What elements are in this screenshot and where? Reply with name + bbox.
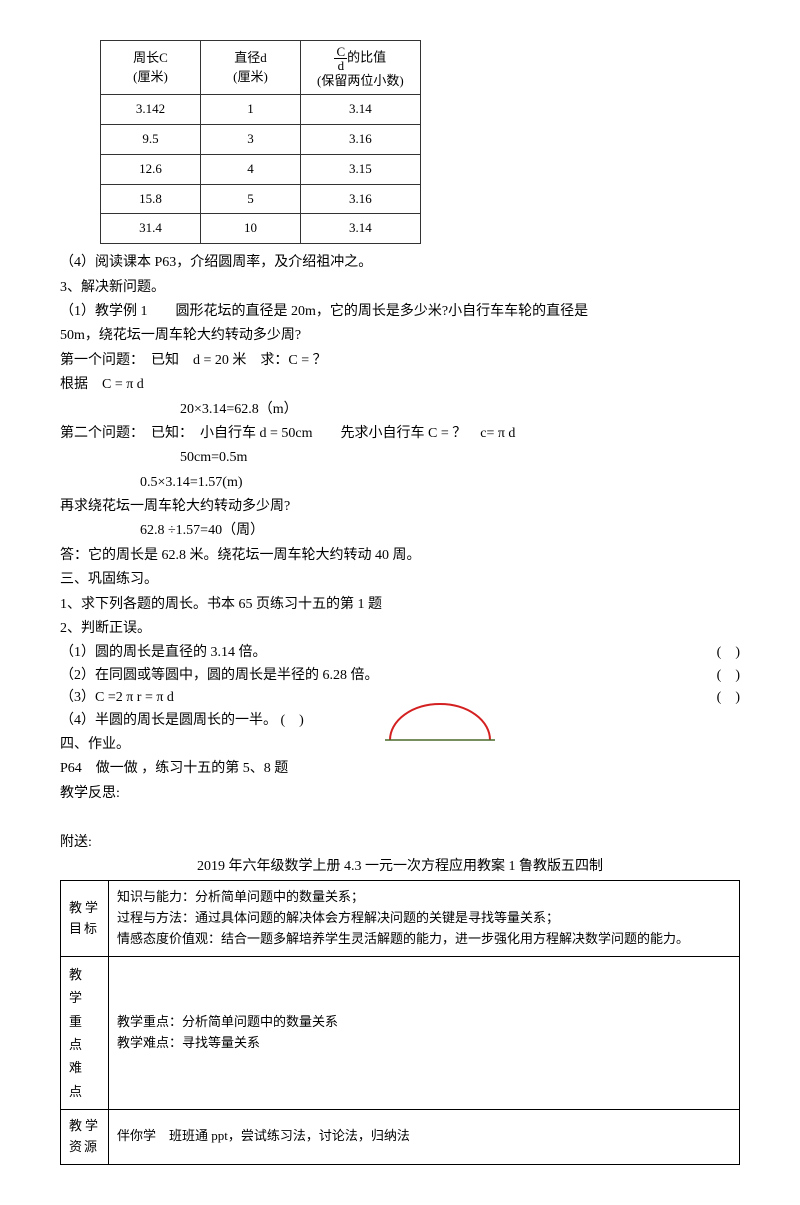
table-cell: 15.8 (101, 184, 201, 214)
outline-label: 教学目标 (61, 881, 109, 956)
table-cell: 3.14 (301, 95, 421, 125)
text-line: 答：它的周长是 62.8 米。绕花坛一周车轮大约转动 40 周。 (60, 545, 740, 567)
text-line: 50cm=0.5m (60, 447, 740, 469)
table-header-circumference: 周长C (厘米) (101, 41, 201, 95)
table-row: 3.14213.14 (101, 95, 421, 125)
attachment-title: 2019 年六年级数学上册 4.3 一元一次方程应用教案 1 鲁教版五四制 (60, 856, 740, 878)
judgment-item: （4）半圆的周长是圆周长的一半。 ( ) (60, 710, 304, 732)
table-cell: 10 (201, 214, 301, 244)
text-line: 1、求下列各题的周长。书本 65 页练习十五的第 1 题 (60, 594, 740, 616)
text-line: 附送: (60, 832, 740, 854)
lesson-outline-table: 教学目标 知识与能力：分析简单问题中的数量关系； 过程与方法：通过具体问题的解决… (60, 880, 740, 1164)
text-line: 20×3.14=62.8（m） (60, 399, 740, 421)
table-cell: 31.4 (101, 214, 201, 244)
table-row: 9.533.16 (101, 124, 421, 154)
table-cell: 12.6 (101, 154, 201, 184)
text-line: （4）阅读课本 P63，介绍圆周率，及介绍祖冲之。 (60, 252, 740, 274)
semicircle-icon (380, 702, 500, 762)
outline-content: 知识与能力：分析简单问题中的数量关系； 过程与方法：通过具体问题的解决体会方程解… (109, 881, 740, 956)
table-header-ratio: Cd的比值 (保留两位小数) (301, 41, 421, 95)
text-line: 0.5×3.14=1.57(m) (60, 472, 740, 494)
table-cell: 1 (201, 95, 301, 125)
judgment-item: （2）在同圆或等圆中，圆的周长是半径的 6.28 倍。( ) (60, 665, 740, 687)
text-line: 第二个问题： 已知： 小自行车 d = 50cm 先求小自行车 C = ？ c=… (60, 423, 740, 445)
table-row: 15.853.16 (101, 184, 421, 214)
table-cell: 3.14 (301, 214, 421, 244)
judgment-item: （1）圆的周长是直径的 3.14 倍。( ) (60, 642, 740, 664)
text-line: 再求绕花坛一周车轮大约转动多少周? (60, 496, 740, 518)
text-line: （1）教学例 1 圆形花坛的直径是 20m，它的周长是多少米?小自行车车轮的直径… (60, 301, 740, 323)
table-header-diameter: 直径d (厘米) (201, 41, 301, 95)
table-cell: 4 (201, 154, 301, 184)
text-line: 62.8 ÷1.57=40（周） (60, 520, 740, 542)
table-cell: 3.142 (101, 95, 201, 125)
table-cell: 3 (201, 124, 301, 154)
table-cell: 3.15 (301, 154, 421, 184)
table-row: 31.4103.14 (101, 214, 421, 244)
text-line: 教学反思: (60, 783, 740, 805)
outline-label: 教学资源 (61, 1110, 109, 1165)
measurement-table: 周长C (厘米) 直径d (厘米) Cd的比值 (保留两位小数) 3.14213… (100, 40, 421, 244)
table-row: 12.643.15 (101, 154, 421, 184)
table-cell: 3.16 (301, 124, 421, 154)
text-line: 3、解决新问题。 (60, 277, 740, 299)
outline-content: 伴你学 班班通 ppt，尝试练习法，讨论法，归纳法 (109, 1110, 740, 1165)
table-cell: 3.16 (301, 184, 421, 214)
text-line: P64 做一做 ，练习十五的第 5、8 题 (60, 758, 740, 780)
outline-content: 教学重点：分析简单问题中的数量关系 教学难点：寻找等量关系 (109, 956, 740, 1109)
document-body: （4）阅读课本 P63，介绍圆周率，及介绍祖冲之。 3、解决新问题。 （1）教学… (60, 252, 740, 1164)
text-line: 三、巩固练习。 (60, 569, 740, 591)
text-line: 根据 C = π d (60, 374, 740, 396)
table-cell: 9.5 (101, 124, 201, 154)
text-line: 50m，绕花坛一周车轮大约转动多少周? (60, 325, 740, 347)
outline-label: 教 学 重 点 难 点 (61, 956, 109, 1109)
table-cell: 5 (201, 184, 301, 214)
text-line: 2、判断正误。 (60, 618, 740, 640)
text-line: 第一个问题： 已知 d = 20 米 求：C = ？ (60, 350, 740, 372)
